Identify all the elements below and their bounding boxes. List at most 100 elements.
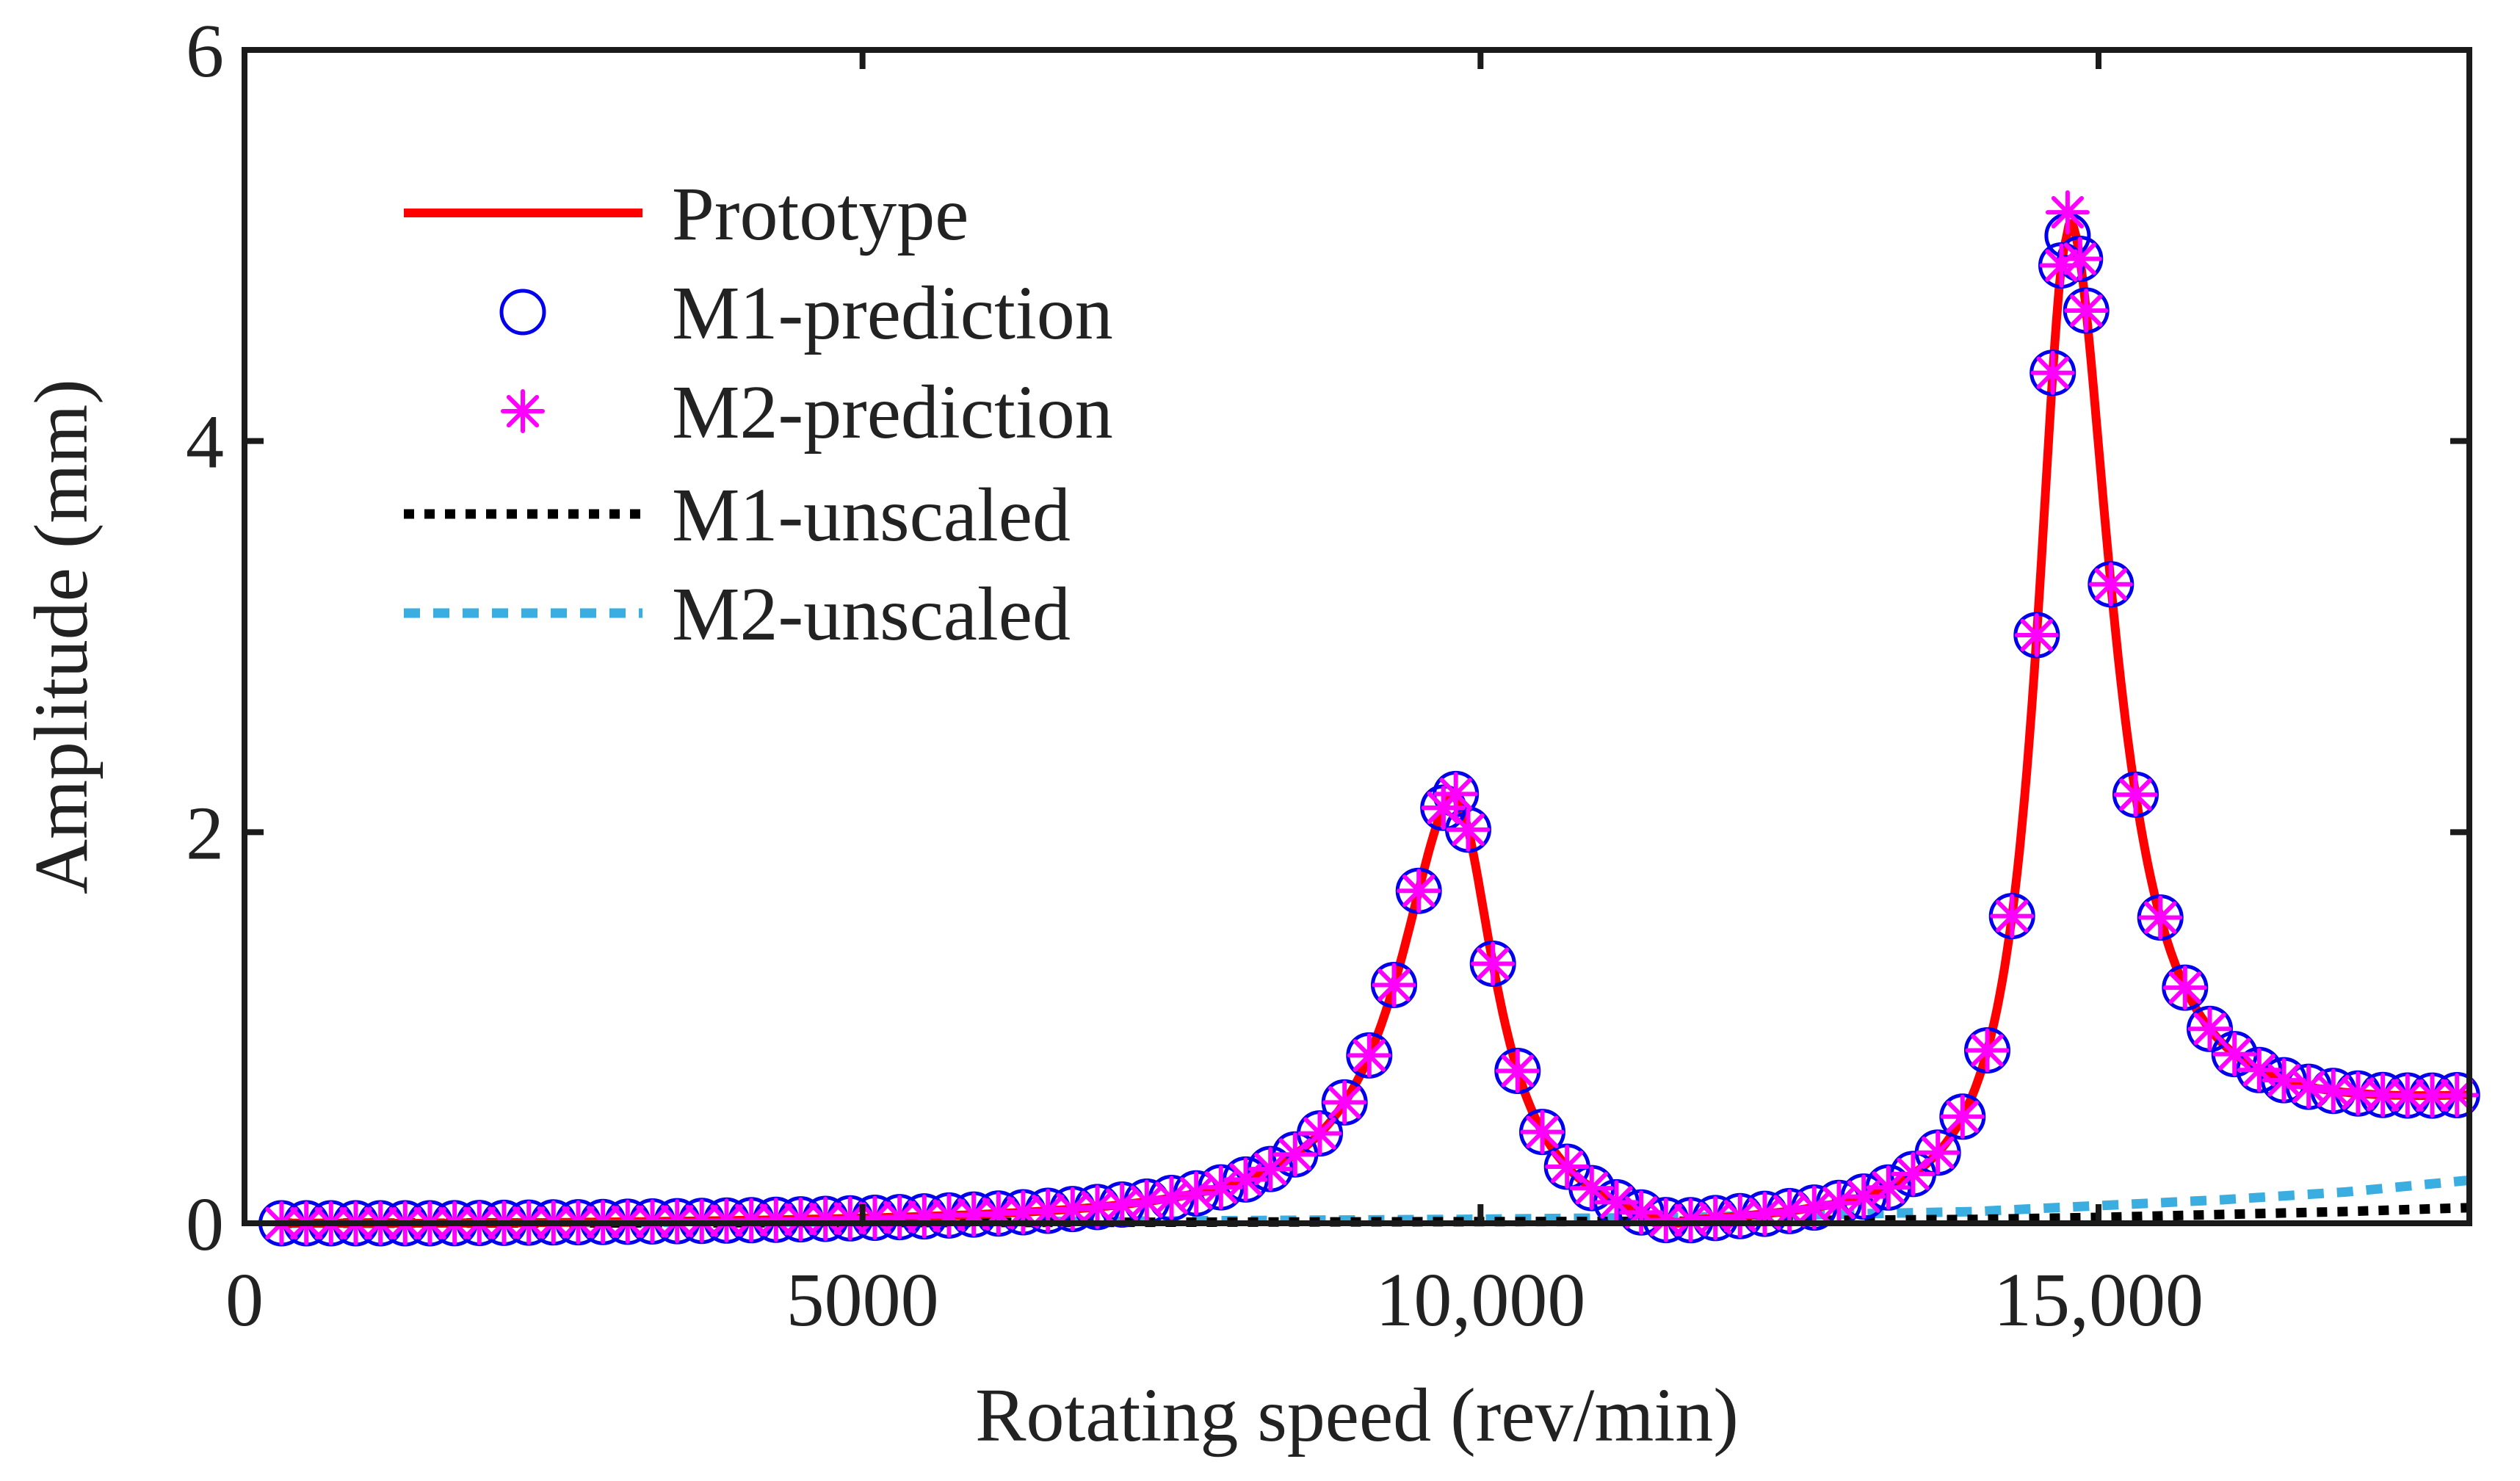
m2-prediction-marker [2057,236,2102,281]
x-tick-label: 0 [225,1258,264,1342]
m2-prediction-series-group [259,190,2480,1245]
m2-prediction-marker [902,1194,946,1239]
m2-prediction-marker [828,1196,872,1241]
m2-prediction-marker [1198,1165,1243,1210]
legend-label: M1-prediction [672,271,1113,355]
m2-prediction-marker [1767,1189,1812,1234]
m2-prediction-marker [1668,1198,1713,1242]
m2-prediction-marker [1792,1185,1836,1230]
legend: Prototype M1-prediction M2-prediction M1-un… [404,172,1113,656]
m2-prediction-marker [778,1197,823,1242]
m2-prediction-marker [2014,613,2059,657]
m2-prediction-marker [1100,1182,1145,1227]
m2-prediction-marker [1495,1049,1540,1093]
plot-frame [242,47,2472,1226]
m2-prediction-marker [1940,1094,1985,1139]
m2-prediction-marker [1446,807,1491,852]
prototype-line [279,219,2472,1228]
legend-label: M2-prediction [672,370,1113,455]
x-tick-label: 10,000 [1375,1258,1585,1342]
m2-prediction-marker [2361,1073,2405,1118]
m2-prediction-marker [1272,1132,1317,1177]
m2-prediction-marker [1471,941,1516,986]
m2-prediction-marker [1520,1109,1565,1154]
m2-prediction-marker [1397,869,1441,913]
m2-prediction-marker [1223,1157,1268,1202]
m2-prediction-marker [1866,1165,1911,1210]
m2-prediction-marker [2030,350,2075,395]
m2-prediction-marker [2113,772,2158,817]
m2-prediction-marker [2064,289,2109,333]
m2-prediction-marker [1372,963,1416,1007]
m2-prediction-marker [1545,1145,1590,1189]
m2-prediction-marker [1965,1028,2010,1073]
legend-label: M2-unscaled [672,572,1071,656]
m2-prediction-marker [2045,190,2090,235]
m2-prediction-marker [1891,1151,1936,1196]
m2-prediction-marker [1619,1190,1664,1235]
m2-prediction-marker [2088,562,2133,606]
m2-prediction-marker [2385,1073,2430,1118]
legend-swatch-m2-prediction [501,389,545,433]
m2-prediction-marker [1693,1195,1738,1240]
m2-prediction-marker [976,1191,1021,1236]
m2-prediction-marker [1050,1187,1095,1231]
m2-prediction-marker [1026,1189,1071,1233]
m2-prediction-marker [1916,1130,1960,1175]
y-tick-label: 4 [186,400,224,485]
m2-prediction-marker [1248,1147,1293,1192]
m2-prediction-marker [2287,1065,2331,1109]
m2-prediction-marker [1817,1181,1861,1225]
m2-prediction-marker [952,1192,996,1237]
m2-prediction-marker [1322,1080,1367,1125]
y-tick-label: 6 [186,9,224,93]
legend-label: M1-unscaled [672,473,1071,557]
m2-prediction-marker [2311,1068,2356,1113]
m2-prediction-marker [753,1198,798,1242]
m2-prediction-marker [1347,1033,1391,1078]
m2-prediction-marker [1717,1194,1762,1239]
m2-prediction-marker [2410,1073,2455,1118]
m2-prediction-marker [2138,895,2183,940]
m2-prediction-marker [1001,1190,1046,1234]
m2-prediction-marker [2187,1007,2232,1051]
m2-prediction-marker [2039,243,2084,288]
legend-label: Prototype [672,172,968,256]
y-axis-label: Amplitude (mm) [19,379,104,894]
x-tick-label: 5000 [786,1258,939,1342]
y-tick-label: 2 [186,791,224,875]
m2-prediction-marker [1433,772,1478,816]
m2-prediction-marker [927,1193,971,1238]
m2-prediction-marker [2262,1058,2306,1103]
m2-prediction-marker [1075,1184,1120,1229]
m2-prediction-marker [852,1195,897,1240]
m1-prediction-series-group [258,212,2480,1247]
m2-prediction-marker [1594,1180,1639,1225]
legend-swatch-m1-prediction [499,289,546,336]
m1-unscaled-line [281,1203,2470,1228]
m2-prediction-marker [1842,1174,1886,1219]
x-tick-label: 15,000 [1994,1258,2204,1342]
tick-labels-group: 0 5000 10,000 15,000 0 2 4 6 [186,9,2204,1342]
m2-prediction-marker [1174,1171,1219,1216]
m2-prediction-marker [1990,894,2035,938]
m2-prediction-marker [2237,1048,2281,1093]
m2-prediction-marker [1297,1111,1342,1156]
y-tick-label: 0 [186,1182,224,1267]
m2-prediction-marker [1643,1198,1688,1242]
x-axis-label: Rotating speed (rev/min) [975,1373,1739,1458]
m2-prediction-marker [2162,966,2207,1010]
m2-prediction-marker [877,1195,922,1239]
prototype-series-group [279,219,2472,1228]
axis-ticks-group [242,47,2469,1226]
m2-prediction-marker [2435,1073,2480,1118]
m2-prediction-marker [2212,1032,2257,1076]
m2-prediction-marker [1149,1176,1194,1220]
m2-prediction-marker [2336,1071,2380,1116]
m2-prediction-marker [1569,1166,1614,1211]
m2-prediction-marker [729,1198,774,1242]
m2-prediction-marker [1124,1179,1169,1224]
m2-prediction-marker [1742,1192,1787,1236]
